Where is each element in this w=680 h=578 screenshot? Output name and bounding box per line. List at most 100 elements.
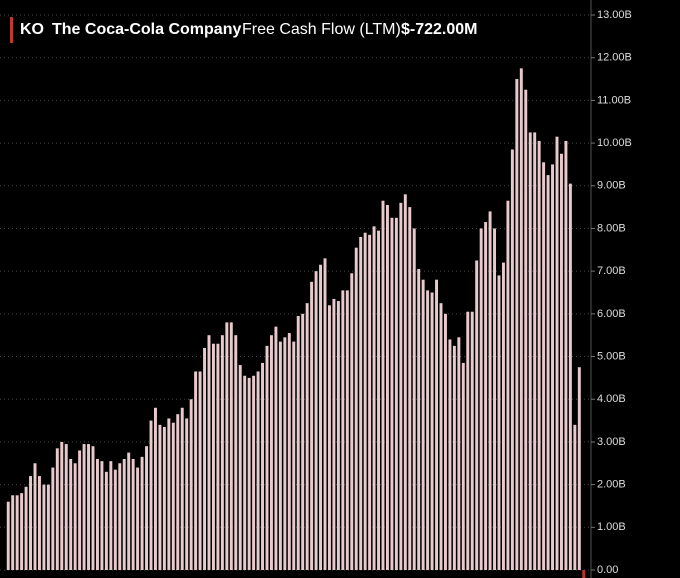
bar bbox=[381, 200, 385, 570]
bar bbox=[29, 476, 33, 570]
bar bbox=[488, 211, 492, 570]
bar bbox=[198, 371, 202, 570]
bar bbox=[577, 367, 581, 570]
bar bbox=[341, 290, 345, 570]
bar bbox=[332, 298, 336, 570]
bar bbox=[403, 194, 407, 571]
y-tick-label: 4.00B bbox=[597, 393, 626, 405]
bar bbox=[417, 269, 421, 570]
y-tick-label: 10.00B bbox=[597, 137, 632, 149]
y-tick-label: 6.00B bbox=[597, 308, 626, 320]
bar bbox=[385, 204, 389, 570]
bar bbox=[408, 207, 412, 570]
bar bbox=[37, 476, 41, 570]
bar bbox=[555, 136, 559, 570]
y-tick-label: 11.00B bbox=[597, 94, 631, 106]
y-tick-label: 8.00B bbox=[597, 222, 626, 234]
y-tick-label: 3.00B bbox=[597, 436, 626, 448]
bar bbox=[247, 377, 251, 570]
bar bbox=[149, 420, 153, 570]
bar bbox=[372, 226, 376, 571]
bar bbox=[145, 446, 149, 570]
bar bbox=[211, 343, 215, 570]
bar bbox=[457, 337, 461, 570]
bar bbox=[452, 345, 456, 570]
bar bbox=[394, 217, 398, 571]
bar bbox=[443, 313, 447, 570]
bar bbox=[176, 414, 180, 570]
bar bbox=[140, 456, 144, 570]
bar bbox=[127, 452, 131, 570]
bar bbox=[327, 305, 331, 570]
bar bbox=[573, 424, 577, 570]
bar bbox=[354, 247, 358, 570]
bar bbox=[314, 271, 318, 570]
bar bbox=[510, 149, 514, 570]
y-tick-label: 2.00B bbox=[597, 479, 626, 491]
bar bbox=[479, 228, 483, 570]
bar bbox=[493, 228, 497, 570]
bar bbox=[524, 89, 528, 570]
bar bbox=[336, 301, 340, 570]
last-value: $-722.00M bbox=[401, 21, 478, 38]
bar bbox=[6, 501, 10, 570]
y-tick-label: 12.00B bbox=[597, 52, 632, 64]
bar bbox=[104, 471, 108, 570]
bar bbox=[319, 264, 323, 570]
bar bbox=[180, 407, 184, 570]
bar bbox=[448, 339, 452, 570]
bar bbox=[207, 335, 211, 570]
bar bbox=[131, 459, 135, 570]
bar bbox=[136, 467, 140, 570]
bar bbox=[350, 273, 354, 570]
bar bbox=[82, 444, 86, 570]
bar bbox=[203, 348, 207, 570]
bar bbox=[345, 290, 349, 570]
bar bbox=[484, 222, 488, 571]
bar bbox=[46, 484, 50, 570]
bar bbox=[421, 279, 425, 570]
bar bbox=[73, 463, 77, 570]
y-tick-label: 9.00B bbox=[597, 180, 626, 192]
bar bbox=[229, 322, 233, 570]
bar bbox=[122, 459, 126, 570]
bar bbox=[55, 448, 59, 570]
bar bbox=[216, 343, 220, 570]
bar bbox=[533, 132, 537, 570]
bar bbox=[377, 230, 381, 570]
bar bbox=[95, 459, 99, 570]
bar bbox=[568, 183, 572, 570]
bar bbox=[497, 275, 501, 570]
bar bbox=[78, 450, 82, 570]
bar bbox=[399, 202, 403, 570]
bar bbox=[546, 175, 550, 570]
bar bbox=[519, 68, 523, 570]
bar bbox=[564, 140, 568, 570]
bar bbox=[234, 335, 238, 570]
bar bbox=[528, 132, 532, 570]
bar bbox=[24, 486, 28, 570]
chart-title: Free Cash Flow (LTM) bbox=[242, 21, 401, 38]
y-tick-label: 5.00B bbox=[597, 350, 626, 362]
bar bbox=[278, 341, 282, 570]
bar bbox=[515, 79, 519, 571]
bar bbox=[368, 234, 372, 570]
company: The Coca-Cola Company bbox=[52, 21, 241, 38]
bar bbox=[323, 258, 327, 570]
y-tick-label: 1.00B bbox=[597, 521, 626, 533]
bar bbox=[220, 335, 224, 570]
bar bbox=[158, 424, 162, 570]
bar bbox=[189, 399, 193, 570]
bar bbox=[426, 290, 430, 570]
bar bbox=[11, 495, 15, 570]
bar bbox=[435, 279, 439, 570]
bar bbox=[412, 228, 416, 570]
bar bbox=[363, 232, 367, 570]
bar bbox=[283, 337, 287, 570]
bar bbox=[252, 375, 256, 570]
bar bbox=[461, 362, 465, 570]
bar bbox=[466, 311, 470, 570]
bar bbox=[225, 322, 229, 570]
bar bbox=[185, 418, 189, 570]
bar bbox=[113, 469, 117, 570]
